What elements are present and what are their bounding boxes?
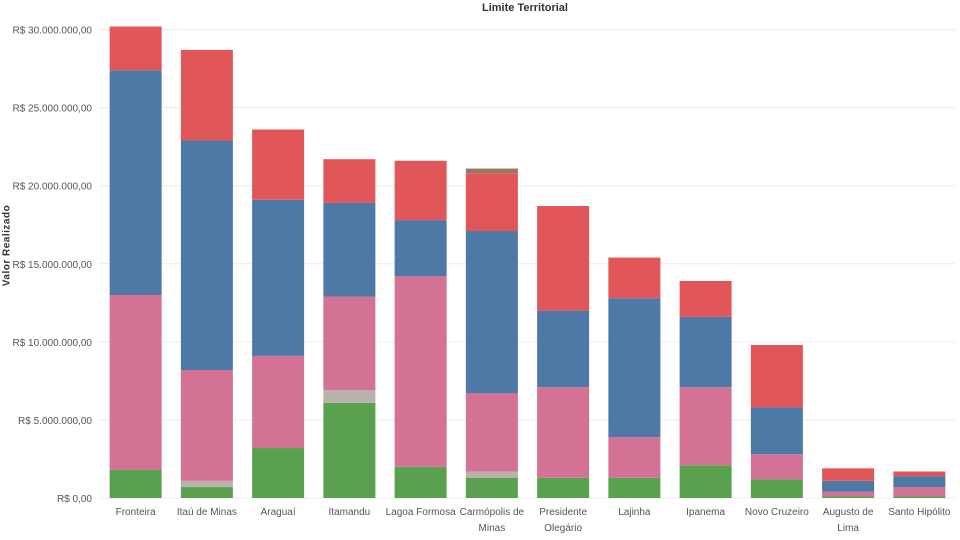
bar-segment[interactable] (465, 231, 518, 394)
bar-segment[interactable] (394, 276, 447, 467)
bar-segment[interactable] (394, 220, 447, 277)
bar-segment[interactable] (750, 407, 803, 455)
bar-segment[interactable] (394, 160, 447, 221)
bar-segment[interactable] (180, 487, 233, 498)
bar-segment[interactable] (180, 369, 233, 481)
bar-segment[interactable] (608, 257, 661, 299)
bar-segment[interactable] (537, 206, 590, 311)
bar-segment[interactable] (608, 437, 661, 478)
bar-segment[interactable] (465, 393, 518, 472)
bar-segment[interactable] (323, 402, 376, 498)
x-tick-label: Carmópolis de Minas (460, 507, 525, 534)
bar-segment[interactable] (750, 454, 803, 480)
y-tick-label: R$ 5.000.000,00 (18, 416, 92, 427)
bar-segment[interactable] (109, 26, 162, 71)
bar-segment[interactable] (180, 49, 233, 141)
y-tick-label: R$ 15.000.000,00 (12, 260, 92, 271)
bar-segment[interactable] (893, 471, 946, 477)
bar-segment[interactable] (465, 471, 518, 478)
bar-segment[interactable] (252, 355, 305, 449)
x-tick-label: Lagoa Formosa (386, 507, 456, 518)
x-tick-label: Presidente Olegário (539, 507, 587, 534)
gridlines (100, 29, 955, 499)
bar-segment[interactable] (180, 140, 233, 370)
bar-segment[interactable] (323, 296, 376, 391)
bar-segment[interactable] (323, 159, 376, 203)
x-tick-label: Ipanema (686, 507, 725, 518)
bar-segment[interactable] (679, 280, 732, 317)
x-tick-label: Itaú de Minas (177, 507, 237, 518)
bar-segment[interactable] (822, 468, 875, 481)
bar-segment[interactable] (893, 487, 946, 497)
bar-segment[interactable] (750, 344, 803, 408)
bar-segment[interactable] (608, 477, 661, 498)
y-tick-label: R$ 20.000.000,00 (12, 182, 92, 193)
x-tick-label: Lajinha (618, 507, 651, 518)
bar-segment[interactable] (252, 199, 305, 356)
bar-segment[interactable] (180, 480, 233, 488)
bar-segment[interactable] (679, 316, 732, 388)
x-tick-label: Augusto de Lima (823, 507, 874, 534)
bar-segment[interactable] (323, 202, 376, 297)
x-axis-labels: Fronteira Itaú de Minas Araguaí Itamandu Lag… (116, 507, 951, 534)
bar-segment[interactable] (109, 70, 162, 296)
bar-segment[interactable] (252, 448, 305, 498)
bar-segment[interactable] (537, 477, 590, 498)
chart-title: Limite Territorial (482, 2, 568, 14)
bar-segment[interactable] (252, 129, 305, 200)
x-tick-label: Araguaí (261, 507, 296, 518)
x-tick-label: Novo Cruzeiro (745, 507, 809, 518)
bar-segment[interactable] (465, 477, 518, 498)
x-tick-label: Fronteira (116, 507, 156, 518)
y-tick-label: R$ 30.000.000,00 (12, 26, 92, 37)
bar-segment[interactable] (750, 479, 803, 498)
bar-segment[interactable] (465, 173, 518, 232)
bar-segment[interactable] (465, 168, 518, 174)
bar-segment[interactable] (822, 496, 875, 498)
bar-segment[interactable] (323, 390, 376, 403)
bar-segment[interactable] (679, 465, 732, 498)
bar-segment[interactable] (822, 491, 875, 497)
x-tick-label: Santo Hipólito (888, 507, 951, 518)
bar-segment[interactable] (679, 387, 732, 466)
bar-segment[interactable] (109, 469, 162, 498)
bar-stacks (109, 26, 946, 498)
y-tick-label: R$ 10.000.000,00 (12, 338, 92, 349)
y-tick-label: R$ 25.000.000,00 (12, 104, 92, 115)
y-axis-ticks: R$ 0,00 R$ 5.000.000,00 R$ 10.000.000,00 R$… (12, 26, 92, 505)
bar-segment[interactable] (893, 476, 946, 488)
bar-segment[interactable] (608, 298, 661, 438)
x-tick-label: Itamandu (329, 507, 371, 518)
bar-segment[interactable] (822, 480, 875, 492)
bar-segment[interactable] (893, 496, 946, 498)
bar-segment[interactable] (537, 387, 590, 478)
y-tick-label: R$ 0,00 (57, 494, 92, 505)
bar-segment[interactable] (394, 466, 447, 498)
bar-segment[interactable] (537, 310, 590, 388)
bar-segment[interactable] (109, 295, 162, 470)
